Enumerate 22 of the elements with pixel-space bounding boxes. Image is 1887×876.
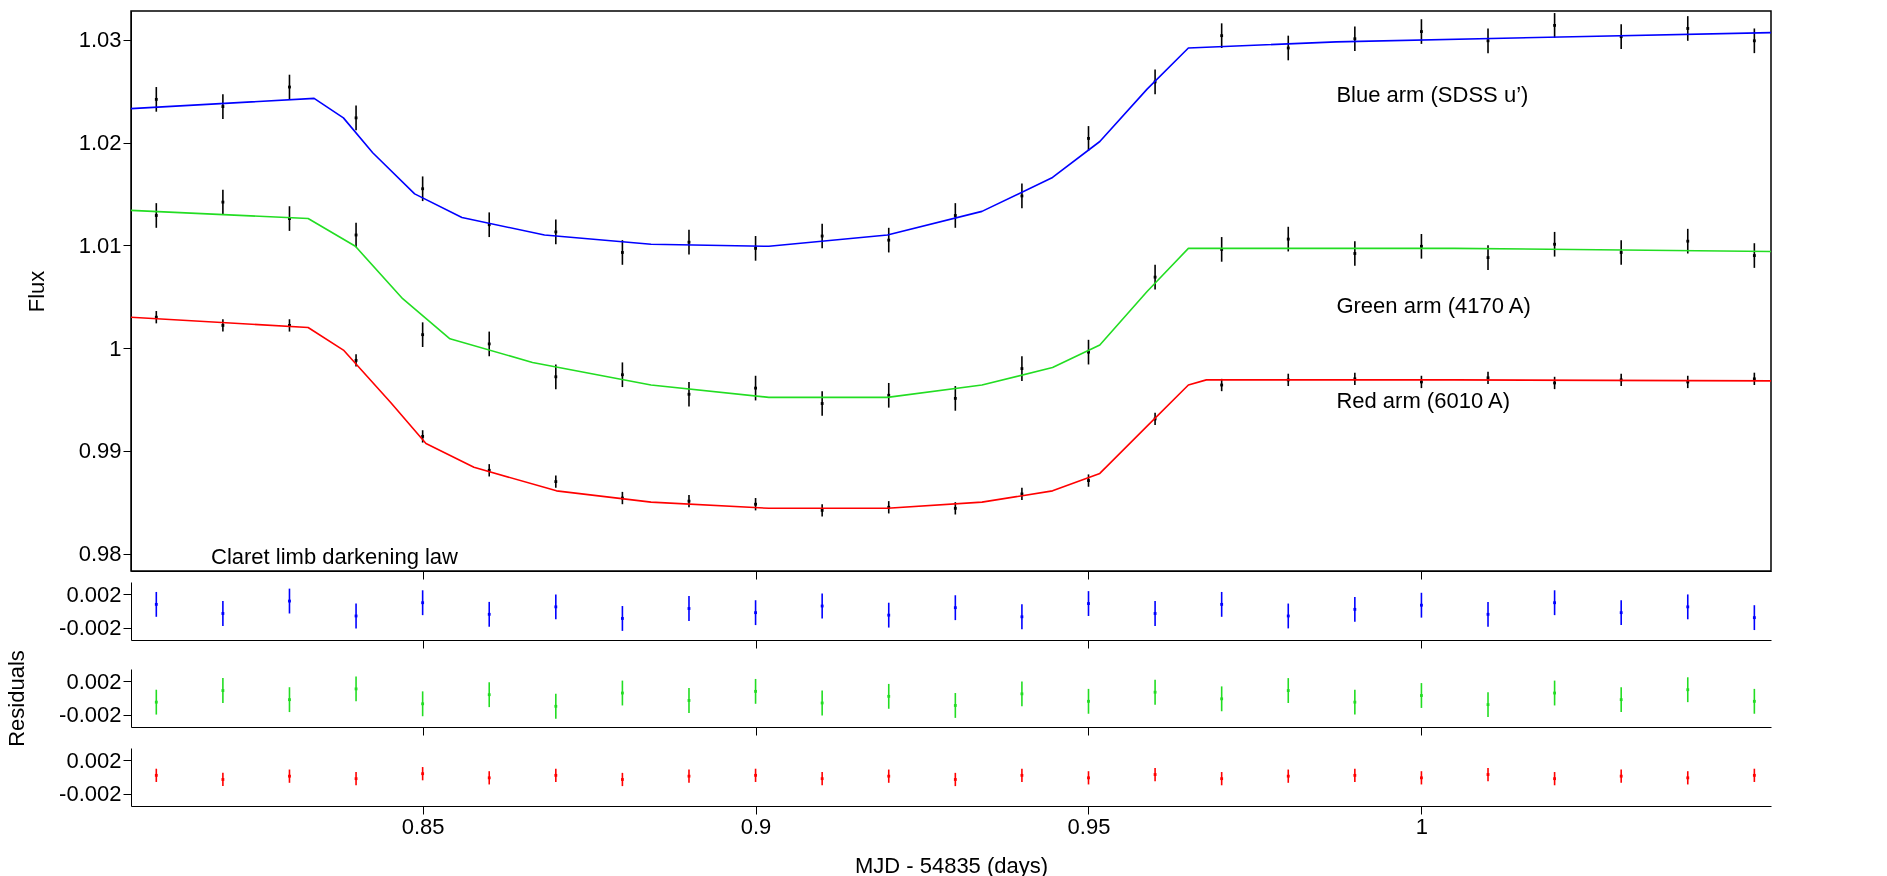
y-tick-label: 1.01	[78, 232, 122, 258]
text: Green arm (4170 A)	[1336, 293, 1531, 319]
x-tick-label: 1	[1415, 813, 1429, 839]
series-label: Red arm (6010 A)	[1336, 387, 1511, 413]
y-tick-label: 0.99	[78, 438, 122, 464]
y-tick-label: -0.002	[59, 615, 122, 641]
y-tick-label: 0.002	[66, 581, 122, 607]
y-tick-label: 0.98	[78, 541, 122, 567]
x-tick-label: 0.85	[401, 813, 445, 839]
y-tick-label: 1.03	[78, 27, 122, 53]
annotation: Claret limb darkening law	[211, 544, 459, 569]
x-tick-label: 0.95	[1067, 813, 1111, 839]
y-tick-label: 1.02	[78, 130, 122, 156]
y-tick-label: -0.002	[59, 781, 122, 807]
y-axis-title: Flux	[23, 270, 49, 313]
series-label: Blue arm (SDSS u’)	[1336, 81, 1529, 107]
y-tick-label: 0.002	[66, 668, 122, 694]
y-tick-label: 1	[109, 335, 122, 361]
y-tick-label: 0.002	[66, 747, 122, 773]
y-axis-title: Residuals	[4, 650, 30, 747]
y-tick-label: -0.002	[59, 702, 122, 728]
x-tick-label: 0.9	[740, 813, 772, 839]
